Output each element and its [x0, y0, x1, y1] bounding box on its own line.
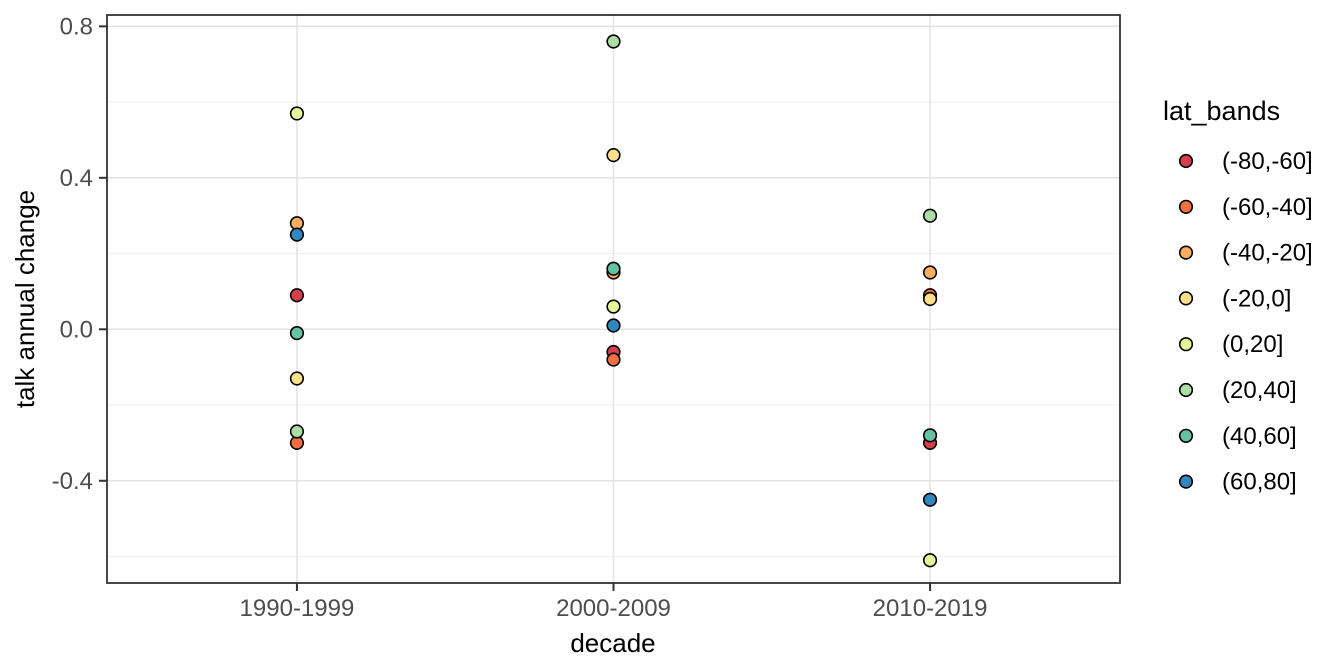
legend-swatch [1178, 382, 1194, 398]
legend-swatch [1178, 199, 1194, 214]
data-point [922, 291, 938, 307]
data-point [922, 553, 938, 568]
legend-swatch [1178, 153, 1194, 169]
legend-layer: (-80,-60] (-60,-40] (-40,-20] (-20,0] (0,20]… [1178, 148, 1313, 496]
data-point [289, 325, 305, 341]
data-point [606, 148, 621, 163]
legend-swatch [1178, 245, 1194, 260]
x-tick-label: 1990-1999 [240, 595, 355, 622]
y-tick-label: 0.8 [60, 13, 93, 40]
legend-swatch [1178, 428, 1194, 443]
data-point [606, 352, 621, 367]
data-point [289, 106, 305, 121]
legend-swatch [1178, 474, 1194, 489]
legend-label: (40,60] [1222, 423, 1297, 450]
data-point [289, 288, 305, 303]
data-point [922, 265, 938, 280]
axis-ticks-layer: 0.8 0.4 0.0 -0.4 1990-1999 2000-2009 2010-2019 [52, 13, 988, 622]
y-tick-label: 0.0 [60, 316, 93, 343]
legend-label: (20,40] [1222, 377, 1297, 404]
legend-label: (-80,-60] [1222, 148, 1313, 175]
data-point [922, 492, 938, 507]
legend-swatch [1178, 291, 1194, 306]
legend-label: (-60,-40] [1222, 194, 1313, 221]
x-tick-label: 2000-2009 [556, 595, 671, 622]
y-axis-title: talk annual change [10, 190, 40, 408]
points-layer [289, 34, 938, 568]
data-point [289, 371, 305, 386]
legend-title: lat_bands [1163, 96, 1280, 126]
legend-label: (60,80] [1222, 469, 1297, 496]
x-axis-title: decade [570, 628, 655, 658]
data-point [289, 227, 305, 242]
legend-label: (-20,0] [1222, 285, 1291, 312]
data-point [922, 428, 938, 443]
legend-label: (0,20] [1222, 331, 1283, 358]
data-point [606, 299, 621, 314]
data-point [606, 318, 621, 333]
legend-label: (-40,-20] [1222, 240, 1313, 267]
y-tick-label: 0.4 [60, 165, 93, 192]
data-point [922, 208, 938, 223]
data-point [606, 34, 621, 49]
x-tick-label: 2010-2019 [873, 595, 988, 622]
legend-swatch [1178, 337, 1194, 352]
data-point [289, 424, 305, 439]
y-tick-label: -0.4 [52, 468, 93, 495]
grid-layer [107, 15, 1120, 583]
data-point [606, 261, 621, 276]
